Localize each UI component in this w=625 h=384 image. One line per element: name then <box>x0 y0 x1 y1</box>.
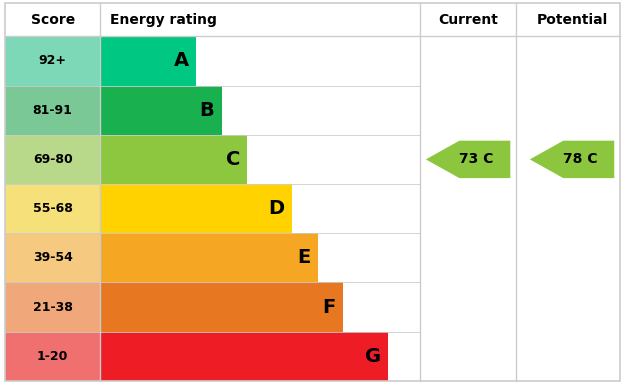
Text: A: A <box>174 51 189 70</box>
Text: Potential: Potential <box>536 13 608 27</box>
Bar <box>5 135 101 184</box>
Bar <box>5 283 101 332</box>
Text: B: B <box>199 101 214 120</box>
Text: 69-80: 69-80 <box>32 153 72 166</box>
Text: D: D <box>269 199 285 218</box>
Text: G: G <box>364 347 381 366</box>
Text: 81-91: 81-91 <box>32 104 72 117</box>
Bar <box>5 233 101 283</box>
Bar <box>101 233 318 283</box>
Bar <box>5 86 101 135</box>
Bar <box>101 332 388 381</box>
Text: 39-54: 39-54 <box>32 252 72 264</box>
Bar <box>101 283 343 332</box>
Text: 92+: 92+ <box>39 55 67 68</box>
Text: Energy rating: Energy rating <box>110 13 217 27</box>
Text: F: F <box>322 298 336 316</box>
Bar <box>101 135 248 184</box>
Text: C: C <box>226 150 240 169</box>
Text: Current: Current <box>438 13 498 27</box>
Bar <box>5 36 101 86</box>
Text: 55-68: 55-68 <box>32 202 72 215</box>
Text: 78 C: 78 C <box>563 152 598 166</box>
Bar <box>5 184 101 233</box>
Text: 1-20: 1-20 <box>37 350 68 363</box>
Bar <box>101 86 222 135</box>
Text: 21-38: 21-38 <box>32 301 72 314</box>
Text: 73 C: 73 C <box>459 152 494 166</box>
Text: Score: Score <box>31 13 75 27</box>
Text: E: E <box>297 248 310 267</box>
Bar <box>101 36 196 86</box>
Bar <box>5 332 101 381</box>
Bar <box>101 184 292 233</box>
Polygon shape <box>530 141 614 178</box>
Polygon shape <box>426 141 510 178</box>
